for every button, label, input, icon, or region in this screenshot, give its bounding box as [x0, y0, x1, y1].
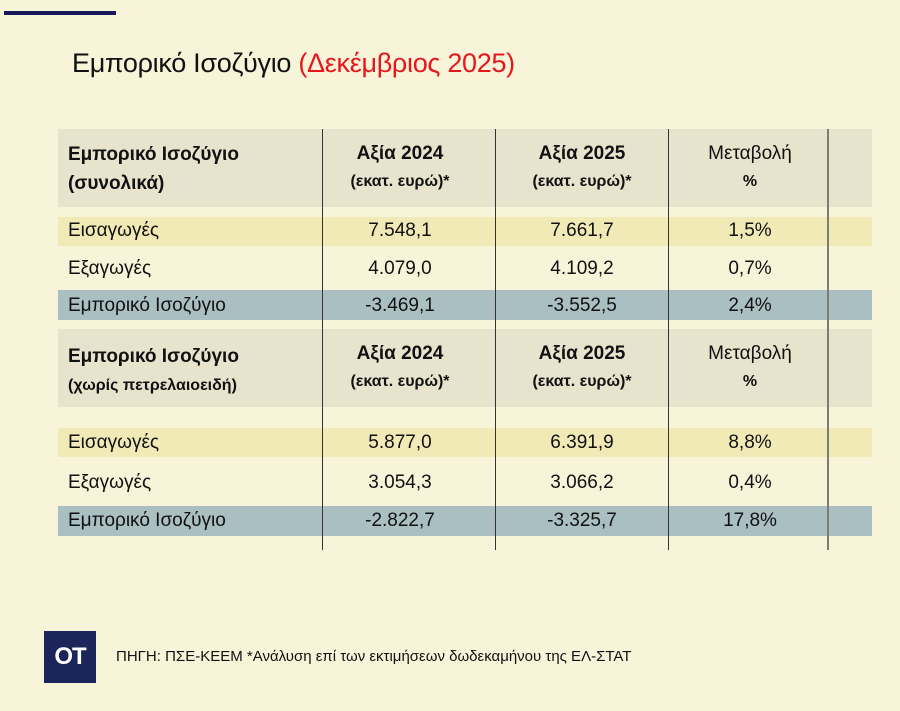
col-change-label: Μεταβολή	[708, 343, 792, 364]
table1-col-2025: Αξία 2025 (εκατ. ευρώ)*	[496, 143, 668, 191]
table1-col-2024: Αξία 2024 (εκατ. ευρώ)*	[320, 143, 480, 191]
row-value-2024: 3.054,3	[368, 472, 432, 493]
table1-title-line1: Εμπορικό Ισοζύγιο	[68, 144, 239, 165]
table2-col-2024: Αξία 2024 (εκατ. ευρώ)*	[320, 343, 480, 391]
row-value-2024: 7.548,1	[368, 220, 432, 241]
row-label: Εξαγωγές	[68, 472, 152, 493]
table2-balance-band	[58, 506, 872, 536]
col-2025-unit: (εκατ. ευρώ)*	[532, 373, 632, 390]
column-divider	[495, 129, 496, 550]
row-label: Εισαγωγές	[68, 432, 160, 453]
col-change-unit: %	[742, 173, 758, 190]
column-divider	[668, 129, 669, 550]
source-note: ΠΗΓΗ: ΠΣΕ-ΚΕΕΜ *Ανάλυση επί των εκτιμήσε…	[116, 648, 632, 665]
col-2025-unit: (εκατ. ευρώ)*	[532, 173, 632, 190]
col-2024-unit: (εκατ. ευρώ)*	[350, 173, 450, 190]
col-2024-label: Αξία 2024	[356, 143, 444, 164]
table1-title: Εμπορικό Ισοζύγιο (συνολικά)	[68, 140, 239, 198]
row-value-2024: 4.079,0	[368, 258, 432, 279]
row-label: Εμπορικό Ισοζύγιο	[68, 295, 226, 316]
table2-imports-band	[58, 428, 872, 457]
col-2025-label: Αξία 2025	[538, 143, 626, 164]
title-period: (Δεκέμβριος 2025)	[298, 48, 515, 78]
row-change: 0,7%	[728, 258, 772, 279]
ot-logo: OT	[44, 631, 96, 683]
row-value-2025: -3.325,7	[547, 510, 617, 531]
row-change: 2,4%	[728, 295, 772, 316]
table2-title: Εμπορικό Ισοζύγιο (χωρίς πετρελαιοειδή)	[68, 342, 239, 400]
row-value-2024: 5.877,0	[368, 432, 432, 453]
row-value-2024: -2.822,7	[365, 510, 435, 531]
row-value-2025: 6.391,9	[550, 432, 614, 453]
row-change: 0,4%	[728, 472, 772, 493]
row-change: 17,8%	[723, 510, 777, 531]
table1-title-line2: (συνολικά)	[68, 173, 165, 194]
row-value-2025: -3.552,5	[547, 295, 617, 316]
row-change: 8,8%	[728, 432, 772, 453]
row-change: 1,5%	[728, 220, 772, 241]
title-main: Εμπορικό Ισοζύγιο	[72, 48, 292, 78]
column-divider	[827, 129, 829, 550]
table2-col-2025: Αξία 2025 (εκατ. ευρώ)*	[496, 343, 668, 391]
accent-bar	[4, 11, 116, 15]
row-label: Εμπορικό Ισοζύγιο	[68, 510, 226, 531]
col-change-label: Μεταβολή	[708, 143, 792, 164]
table1-col-change: Μεταβολή %	[670, 143, 830, 191]
col-change-unit: %	[742, 373, 758, 390]
row-value-2025: 4.109,2	[550, 258, 614, 279]
table1-balance-band	[58, 290, 872, 320]
row-label: Εισαγωγές	[68, 220, 160, 241]
table1-header-band	[58, 129, 872, 207]
table2-col-change: Μεταβολή %	[670, 343, 830, 391]
table1-imports-band	[58, 217, 872, 246]
row-value-2025: 7.661,7	[550, 220, 614, 241]
table2-title-line1: Εμπορικό Ισοζύγιο	[68, 346, 239, 367]
table2-title-line2: (χωρίς πετρελαιοειδή)	[68, 377, 237, 394]
col-2024-label: Αξία 2024	[356, 343, 444, 364]
col-2024-unit: (εκατ. ευρώ)*	[350, 373, 450, 390]
row-value-2025: 3.066,2	[550, 472, 614, 493]
row-label: Εξαγωγές	[68, 258, 152, 279]
column-divider	[322, 129, 323, 550]
col-2025-label: Αξία 2025	[538, 343, 626, 364]
row-value-2024: -3.469,1	[365, 295, 435, 316]
table2-header-band	[58, 329, 872, 407]
page-title: Εμπορικό Ισοζύγιο (Δεκέμβριος 2025)	[72, 48, 515, 79]
